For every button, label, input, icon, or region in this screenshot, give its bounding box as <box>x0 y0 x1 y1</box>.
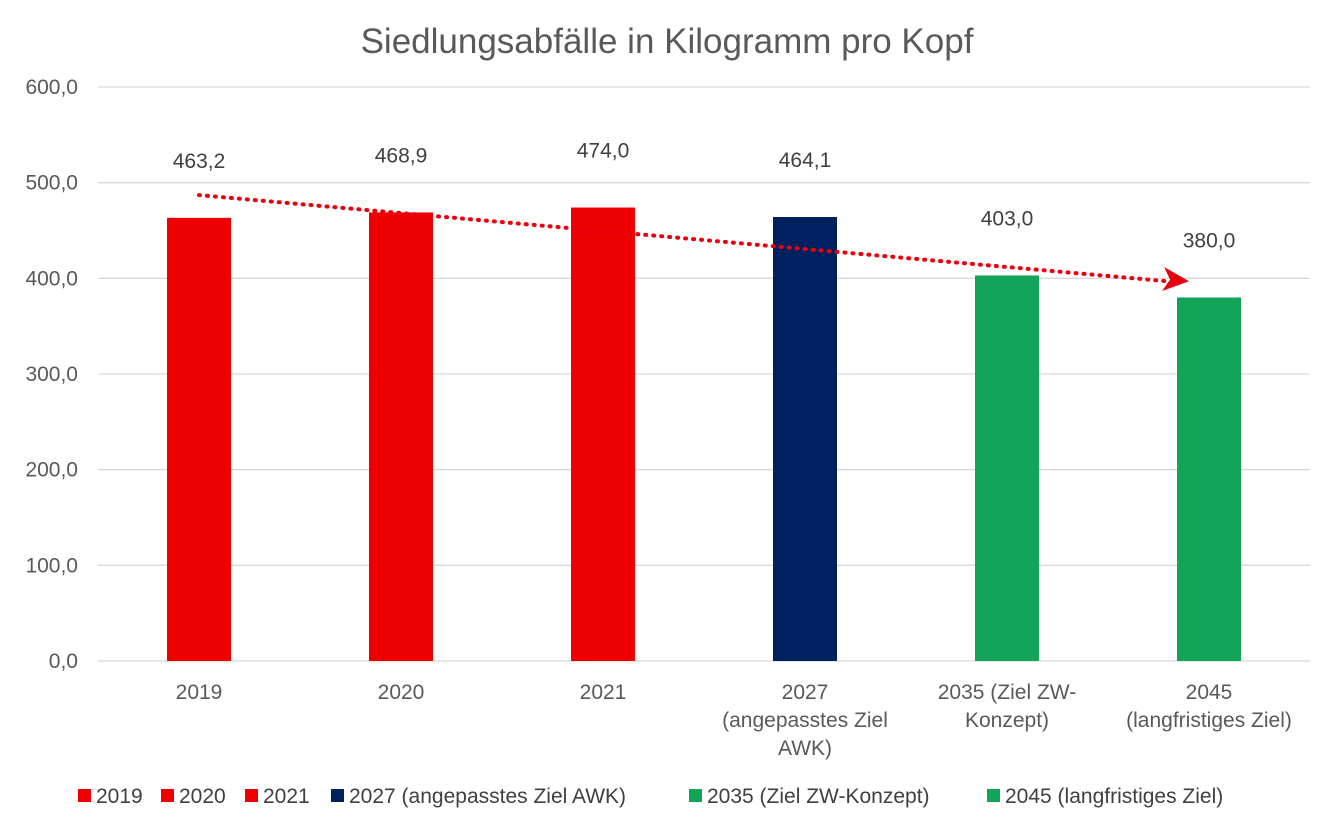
data-label-2021: 474,0 <box>577 140 630 163</box>
bar-2021 <box>571 207 635 662</box>
data-label-2035: 403,0 <box>981 207 1034 230</box>
trend-arrow <box>197 193 1189 291</box>
chart-title: Siedlungsabfälle in Kilogramm pro Kopf <box>361 22 974 61</box>
x-category-label: 2035 (Ziel ZW- <box>938 681 1076 704</box>
y-tick-label: 200,0 <box>25 459 78 482</box>
legend-label: 2035 (Ziel ZW-Konzept) <box>707 785 930 808</box>
bar-2035 <box>975 275 1039 661</box>
y-tick-label: 500,0 <box>25 172 78 195</box>
trend-line <box>197 193 1169 284</box>
bars <box>167 207 1241 662</box>
bar-2045 <box>1177 297 1241 661</box>
x-category-label: 2027 <box>782 681 829 704</box>
x-category-label: 2021 <box>580 681 627 704</box>
x-category-label: (langfristiges Ziel) <box>1126 709 1292 732</box>
legend-swatch <box>331 789 344 802</box>
data-label-2019: 463,2 <box>173 150 226 173</box>
trend-arrowhead <box>1162 267 1189 291</box>
legend-swatch <box>78 789 91 802</box>
legend-swatch <box>161 789 174 802</box>
data-labels: 463,2 468,9 474,0 464,1 403,0 380,0 <box>173 140 1236 253</box>
legend-label: 2020 <box>179 785 226 808</box>
y-tick-label: 400,0 <box>25 267 78 290</box>
x-category-label: 2020 <box>378 681 425 704</box>
gridlines <box>98 86 1310 662</box>
data-label-2020: 468,9 <box>375 144 428 167</box>
legend-label: 2021 <box>263 785 310 808</box>
legend-swatch <box>689 789 702 802</box>
legend-label: 2019 <box>96 785 143 808</box>
bar-2019 <box>167 217 231 661</box>
x-category-label: AWK) <box>778 737 832 760</box>
legend-swatch <box>987 789 1000 802</box>
x-category-label: (angepasstes Ziel <box>722 709 888 732</box>
bar-2027 <box>773 217 837 662</box>
x-category-label: 2019 <box>176 681 223 704</box>
data-label-2027: 464,1 <box>779 149 832 172</box>
legend-swatch <box>245 789 258 802</box>
x-category-label: Konzept) <box>965 709 1049 732</box>
bar-2020 <box>369 212 433 661</box>
y-axis-ticks: 0,0 100,0 200,0 300,0 400,0 500,0 600,0 <box>25 76 78 673</box>
legend-label: 2045 (langfristiges Ziel) <box>1005 785 1223 808</box>
x-category-label: 2045 <box>1186 681 1233 704</box>
y-tick-label: 0,0 <box>49 650 78 673</box>
x-axis-categories: 2019 2020 2021 2027 (angepasstes Ziel AWK) 203… <box>176 681 1292 760</box>
y-tick-label: 600,0 <box>25 76 78 99</box>
y-tick-label: 100,0 <box>25 554 78 577</box>
legend: 2019 2020 2021 2027 (angepasstes Ziel AWK) 2… <box>78 785 1223 808</box>
data-label-2045: 380,0 <box>1183 229 1236 252</box>
legend-label: 2027 (angepasstes Ziel AWK) <box>349 785 626 808</box>
y-tick-label: 300,0 <box>25 363 78 386</box>
